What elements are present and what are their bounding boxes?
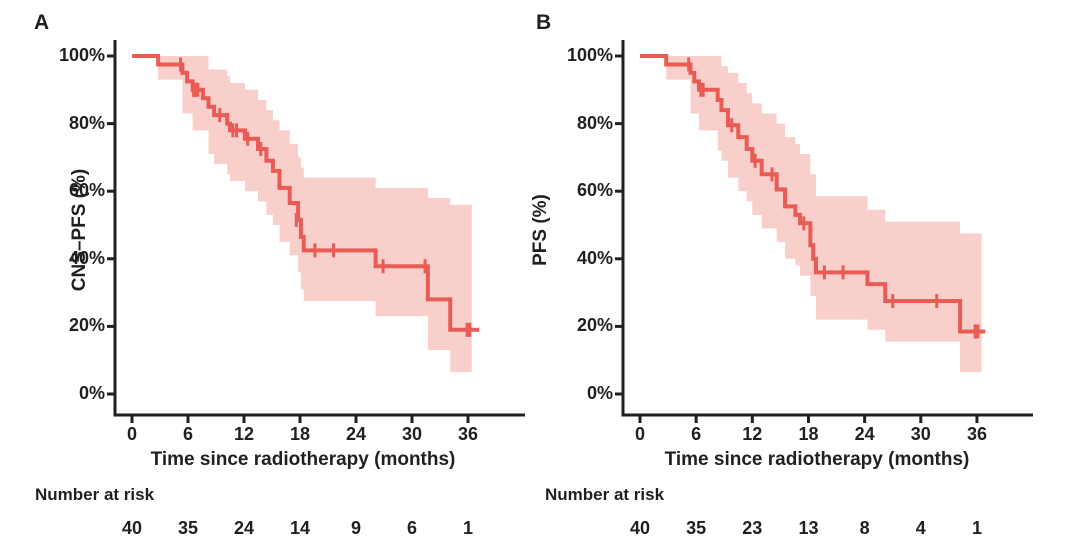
y-axis-label-pfs: PFS (%) xyxy=(530,194,551,266)
ci-band-a xyxy=(158,56,472,373)
x-tick-label-b: 24 xyxy=(854,424,875,444)
risk-count-a: 24 xyxy=(233,518,254,538)
y-tick-label-b: 80% xyxy=(576,112,613,133)
km-curve-a xyxy=(132,54,480,332)
y-tick-label-b: 40% xyxy=(576,247,613,268)
x-axis-label-a: Time since radiotherapy (months) xyxy=(150,449,456,470)
risk-count-b: 4 xyxy=(915,518,926,538)
risk-count-a: 40 xyxy=(121,518,143,538)
y-tick-label-a: 100% xyxy=(58,45,105,65)
x-tick-label-b: 12 xyxy=(742,424,763,444)
y-tick-label-b: 100% xyxy=(566,45,613,65)
x-tick-label-a: 30 xyxy=(401,424,422,444)
risk-count-a: 1 xyxy=(462,518,473,538)
y-tick-label-b: 60% xyxy=(576,180,613,201)
ci-band-b xyxy=(666,56,982,373)
risk-count-b: 13 xyxy=(798,518,819,538)
x-tick-label-b: 6 xyxy=(691,424,702,444)
x-axis-label-b: Time since radiotherapy (months) xyxy=(664,449,970,470)
number-at-risk-title-b: Number at risk xyxy=(545,485,665,504)
y-tick-label-a: 60% xyxy=(68,180,105,201)
risk-count-b: 8 xyxy=(859,518,870,538)
panel-label-b: B xyxy=(536,11,552,34)
x-tick-label-a: 18 xyxy=(289,424,310,444)
risk-count-a: 35 xyxy=(177,518,198,538)
y-tick-label-a: 40% xyxy=(68,247,105,268)
y-tick-label-b: 20% xyxy=(576,315,613,336)
x-tick-label-a: 6 xyxy=(182,424,193,444)
y-tick-label-a: 20% xyxy=(68,315,105,336)
risk-count-b: 1 xyxy=(971,518,982,538)
y-tick-label-a: 0% xyxy=(78,383,105,403)
number-at-risk-title-a: Number at risk xyxy=(35,485,155,504)
x-tick-label-b: 36 xyxy=(966,424,987,444)
risk-count-b: 23 xyxy=(742,518,763,538)
panel-label-a: A xyxy=(34,11,50,34)
x-tick-label-b: 30 xyxy=(910,424,931,444)
x-tick-label-a: 24 xyxy=(345,424,366,444)
risk-count-b: 35 xyxy=(686,518,707,538)
y-tick-label-a: 80% xyxy=(68,112,105,133)
risk-count-b: 40 xyxy=(629,518,651,538)
x-tick-label-a: 36 xyxy=(457,424,478,444)
x-tick-label-a: 12 xyxy=(233,424,254,444)
y-tick-label-b: 0% xyxy=(586,383,613,403)
x-tick-label-b: 18 xyxy=(798,424,819,444)
risk-count-a: 9 xyxy=(350,518,361,538)
x-tick-label-a: 0 xyxy=(126,424,137,444)
risk-count-a: 6 xyxy=(406,518,417,538)
risk-count-a: 14 xyxy=(289,518,310,538)
km-curve-b xyxy=(640,54,986,334)
x-tick-label-b: 0 xyxy=(634,424,645,444)
